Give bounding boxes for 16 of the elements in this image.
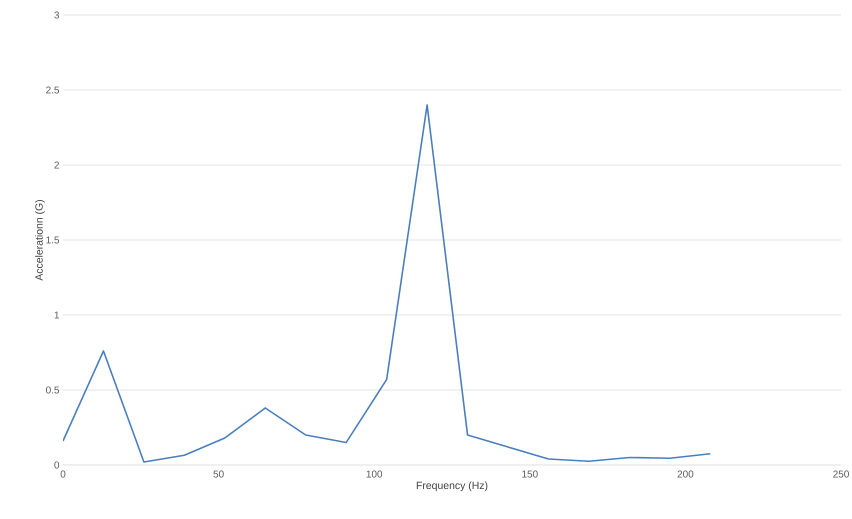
x-tick-label: 150: [522, 470, 538, 478]
x-tick-label: 0: [60, 470, 66, 478]
x-tick-label: 200: [678, 470, 694, 478]
y-tick-label: 2.5: [46, 86, 60, 94]
y-axis-title: Accelerationn (G): [35, 200, 45, 281]
x-tick-label: 50: [213, 470, 224, 478]
y-tick-label: 3: [54, 11, 60, 19]
x-axis-title: Frequency (Hz): [416, 481, 488, 492]
y-tick-label: 1.5: [46, 236, 60, 244]
line-series: [63, 104, 712, 463]
y-tick-label: 0: [54, 461, 60, 469]
x-tick-label: 100: [366, 470, 382, 478]
y-tick-label: 2: [54, 162, 59, 168]
y-tick-label: 0.5: [46, 386, 60, 394]
x-tick-label: 250: [833, 470, 849, 478]
y-tick-label: 1: [54, 312, 59, 318]
